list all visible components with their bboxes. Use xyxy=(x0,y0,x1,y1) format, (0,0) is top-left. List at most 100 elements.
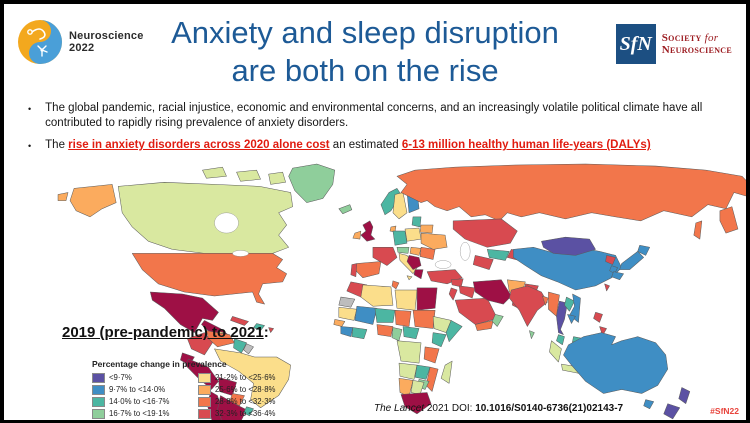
bullet-item-2: The rise in anxiety disorders across 202… xyxy=(22,138,734,154)
map-region xyxy=(340,326,354,337)
map-region xyxy=(402,326,420,339)
map-region xyxy=(396,247,410,254)
map-region xyxy=(492,314,504,327)
neuroscience-logo-line2: 2022 xyxy=(69,42,95,54)
map-region xyxy=(678,387,691,404)
map-region xyxy=(549,340,562,363)
map-region xyxy=(416,287,438,311)
map-region xyxy=(472,255,494,270)
legend-swatch xyxy=(198,408,211,419)
map-region xyxy=(567,314,576,324)
map-region xyxy=(288,163,336,203)
map-region xyxy=(372,247,398,266)
map-region xyxy=(599,326,607,336)
map-heading-colon: : xyxy=(263,324,269,341)
map-region xyxy=(411,216,422,228)
citation-doi: 10.1016/S0140-6736(21)02143-7 xyxy=(475,403,624,414)
page-title-line1: Anxiety and sleep disruption xyxy=(171,15,559,50)
map-region xyxy=(542,295,549,306)
map-region xyxy=(563,332,669,394)
legend-swatch xyxy=(92,384,105,395)
map-region xyxy=(529,330,535,339)
legend-swatch xyxy=(92,396,105,407)
map-region xyxy=(396,163,746,222)
map-region xyxy=(410,380,425,395)
map-region xyxy=(202,166,227,179)
map-region xyxy=(338,306,358,321)
map-region xyxy=(333,319,346,327)
legend-item: <9·7% xyxy=(92,372,186,383)
map-region xyxy=(391,280,400,290)
world-map-svg xyxy=(57,163,746,420)
map-region xyxy=(419,224,434,234)
citation-journal: The Lancet xyxy=(374,403,425,414)
map-region xyxy=(663,403,681,420)
map-region xyxy=(217,395,247,420)
map-region xyxy=(448,287,458,301)
map-region xyxy=(150,291,219,333)
sfn-word-society: Society xyxy=(661,32,705,44)
legend-label: 14·0% to <16·7% xyxy=(109,397,170,406)
legend-label: 16·7% to <19·1% xyxy=(109,409,170,418)
legend-label: 28·8% to <32·3% xyxy=(215,397,276,406)
bullet-1-text: The global pandemic, racial injustice, e… xyxy=(45,102,703,129)
map-region xyxy=(605,255,616,265)
page-title: Anxiety and sleep disruption are both on… xyxy=(94,14,636,90)
map-region xyxy=(425,366,439,392)
map-region xyxy=(354,261,382,279)
map-region xyxy=(440,360,453,384)
map-region xyxy=(214,348,291,409)
map-region xyxy=(354,305,378,325)
caspian-sea xyxy=(459,242,471,261)
legend-label: 25·6% to <28·8% xyxy=(215,385,276,394)
map-region xyxy=(637,245,650,256)
legend-item: 16·7% to <19·1% xyxy=(92,408,186,419)
map-region xyxy=(206,330,235,348)
map-region xyxy=(253,323,265,331)
page-title-line2: are both on the rise xyxy=(231,53,499,88)
map-region xyxy=(445,320,463,342)
map-heading-text: 2019 (pre-pandemic) to 2021 xyxy=(62,324,264,341)
map-region xyxy=(338,204,353,215)
legend-label: 32·3% to <36·4% xyxy=(215,409,276,418)
map-region xyxy=(564,296,575,312)
map-region xyxy=(450,278,464,288)
map-region xyxy=(412,310,436,329)
map-region xyxy=(486,249,510,261)
map-region xyxy=(392,230,408,246)
legend-item: 25·6% to <28·8% xyxy=(198,384,275,395)
sfn-word-neuroscience: Neuroscience xyxy=(661,44,732,56)
bullet-2-text: The rise in anxiety disorders across 202… xyxy=(45,138,651,154)
map-region xyxy=(243,406,254,417)
great-lakes xyxy=(232,250,249,257)
map-region xyxy=(398,362,418,380)
neuroscience-logo-line1: Neuroscience xyxy=(69,30,144,42)
map-region xyxy=(420,232,448,250)
map-region xyxy=(351,327,368,339)
map-region xyxy=(611,271,624,281)
legend-item: 32·3% to <36·4% xyxy=(198,408,275,419)
map-region xyxy=(414,364,431,380)
map-region xyxy=(452,218,518,248)
legend-item: 9·7% to <14·0% xyxy=(92,384,186,395)
map-region xyxy=(406,275,413,281)
bullet-2-plain-2: an estimated xyxy=(329,139,402,151)
legend-label: 9·7% to <14·0% xyxy=(109,385,166,394)
map-region xyxy=(338,296,356,308)
bullet-list: The global pandemic, racial injustice, e… xyxy=(22,101,734,161)
map-region xyxy=(117,182,293,254)
map-region xyxy=(431,332,447,348)
map-region xyxy=(409,247,422,256)
map-region xyxy=(360,220,376,242)
map-region xyxy=(396,340,422,364)
map-heading: 2019 (pre-pandemic) to 2021: xyxy=(62,324,269,341)
map-region xyxy=(243,343,254,355)
neuroscience-2022-logo: Neuroscience 2022 xyxy=(18,20,144,64)
map-region xyxy=(593,312,603,323)
sfn-monogram-icon: SfN xyxy=(615,24,656,64)
legend-swatch xyxy=(92,408,105,419)
bullet-2-highlight-1: rise in anxiety disorders across 2020 al… xyxy=(68,139,330,151)
map-region xyxy=(233,338,247,354)
map-region xyxy=(419,247,436,260)
map-region xyxy=(352,230,362,240)
